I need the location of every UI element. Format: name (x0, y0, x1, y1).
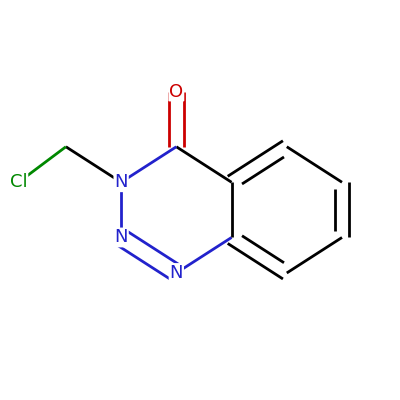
Text: N: N (114, 228, 128, 246)
Text: N: N (170, 264, 183, 282)
Text: O: O (169, 82, 183, 100)
Text: N: N (114, 173, 128, 191)
Text: Cl: Cl (10, 173, 27, 191)
